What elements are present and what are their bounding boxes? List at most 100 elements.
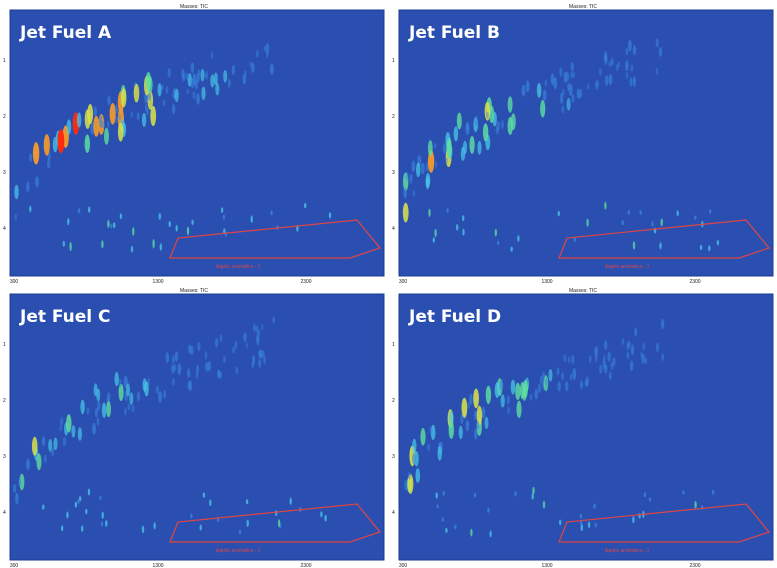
chromatogram-spot — [412, 189, 416, 198]
chromatogram-spot — [467, 401, 471, 409]
chromatogram-spot — [96, 388, 101, 402]
chromatogram-spot — [572, 71, 576, 78]
chromatogram-spot — [536, 83, 542, 98]
chart-panel-c: Masses: TIC diaptic aromatics - 1 Jet Fu… — [0, 284, 388, 568]
chromatogram-spot — [86, 407, 90, 415]
chromatogram-spot — [507, 116, 513, 135]
chromatogram-spot — [186, 226, 190, 236]
chromatogram-spot — [562, 88, 565, 96]
chromatogram-spot — [99, 495, 102, 501]
chromatogram-spot — [324, 514, 327, 522]
chromatogram-spot — [155, 385, 159, 394]
chromatogram-spot — [465, 420, 470, 432]
x-tick: 300 — [10, 563, 19, 568]
chromatogram-spot — [66, 414, 72, 433]
chromatogram-spot — [532, 486, 535, 495]
chromatogram-spot — [563, 71, 568, 84]
chromatogram-spot — [660, 218, 663, 227]
chromatogram-spot — [485, 385, 492, 404]
chromatogram-spot — [131, 404, 135, 413]
x-tick: 2300 — [300, 563, 311, 568]
chromatogram-spot — [627, 210, 630, 215]
chromatogram-spot — [190, 513, 193, 519]
x-tick: 300 — [399, 279, 408, 284]
chromatogram-spot — [215, 82, 220, 96]
chromatogram-spot — [655, 342, 660, 352]
chromatogram-spot — [638, 513, 641, 519]
chromatogram-spot — [171, 104, 176, 115]
chromatogram-spot — [416, 162, 421, 178]
chromatogram-spot — [682, 490, 685, 495]
chromatogram-spot — [243, 332, 247, 343]
chromatogram-spot — [632, 241, 636, 250]
chromatogram-spot — [141, 525, 145, 534]
chromatogram-spot — [578, 88, 583, 99]
chromatogram-spot — [644, 356, 648, 365]
chromatogram-spot — [437, 446, 442, 461]
y-tick: 2 — [392, 398, 395, 404]
chromatogram-spot — [712, 489, 715, 495]
chromatogram-spot — [77, 427, 82, 441]
chromatogram-spot — [556, 367, 560, 376]
chromatogram-spot — [639, 210, 642, 215]
chromatogram-spot — [608, 60, 612, 68]
y-tick: 3 — [3, 454, 6, 460]
chromatogram-spot — [694, 501, 697, 509]
chromatogram-spot — [62, 240, 65, 247]
chromatogram-spot — [515, 382, 521, 401]
chromatogram-spot — [474, 115, 478, 127]
chromatogram-spot — [716, 240, 720, 246]
chromatogram-spot — [570, 62, 574, 72]
chromatogram-spot — [223, 228, 226, 234]
chromatogram-spot — [196, 72, 200, 83]
chromatogram-spot — [217, 369, 221, 379]
y-tick: 1 — [392, 58, 395, 64]
chromatogram-spot — [565, 381, 569, 392]
x-tick: 1300 — [152, 279, 163, 284]
chromatogram-spot — [653, 227, 657, 234]
chromatogram-spot — [429, 426, 433, 435]
spot-layer — [13, 316, 327, 535]
chromatogram-spot — [231, 64, 236, 76]
chromatogram-spot — [630, 344, 635, 356]
chromatogram-spot — [456, 224, 459, 231]
chromatogram-spot — [407, 471, 411, 480]
chromatogram-spot — [19, 473, 25, 491]
chromatogram-spot — [168, 221, 171, 228]
chromatogram-spot — [270, 210, 273, 216]
chromatogram-spot — [196, 93, 200, 105]
chromatogram-spot — [473, 410, 478, 421]
chromatogram-spot — [251, 62, 255, 73]
chromatogram-spot — [256, 336, 260, 346]
chromatogram-spot — [14, 184, 19, 200]
chromatogram-spot — [77, 208, 81, 214]
chromatogram-spot — [571, 355, 575, 365]
chromatogram-spot — [220, 207, 224, 214]
chromatogram-spot — [210, 51, 214, 59]
chromatogram-spot — [595, 80, 599, 90]
chromatogram-spot — [659, 242, 662, 250]
chromatogram-spot — [190, 62, 195, 74]
chromatogram-spot — [214, 337, 219, 348]
chromatogram-spot — [435, 492, 438, 499]
chromatogram-spot — [594, 346, 599, 358]
chromatogram-spot — [116, 107, 119, 114]
chromatogram-spot — [26, 458, 30, 471]
chromatogram-spot — [484, 101, 491, 121]
chromatogram-spot — [454, 524, 457, 530]
aromatics-region — [558, 503, 771, 543]
chromatogram-spot — [458, 425, 463, 440]
chromatogram-spot — [97, 400, 101, 411]
chromatogram-spot — [567, 356, 571, 363]
chromatogram-spot — [80, 399, 85, 415]
chromatogram-spot — [174, 351, 179, 362]
chromatogram-spot — [494, 382, 500, 399]
chromatogram-spot — [227, 78, 231, 88]
chromatogram-spot — [145, 72, 152, 91]
chromatogram-spot — [510, 246, 513, 252]
chromatogram-spot — [510, 379, 516, 395]
chromatogram-spot — [29, 205, 32, 213]
chromatogram-spot — [66, 119, 72, 135]
chromatogram-spot — [107, 95, 111, 106]
chromatogram-spot — [420, 162, 425, 175]
